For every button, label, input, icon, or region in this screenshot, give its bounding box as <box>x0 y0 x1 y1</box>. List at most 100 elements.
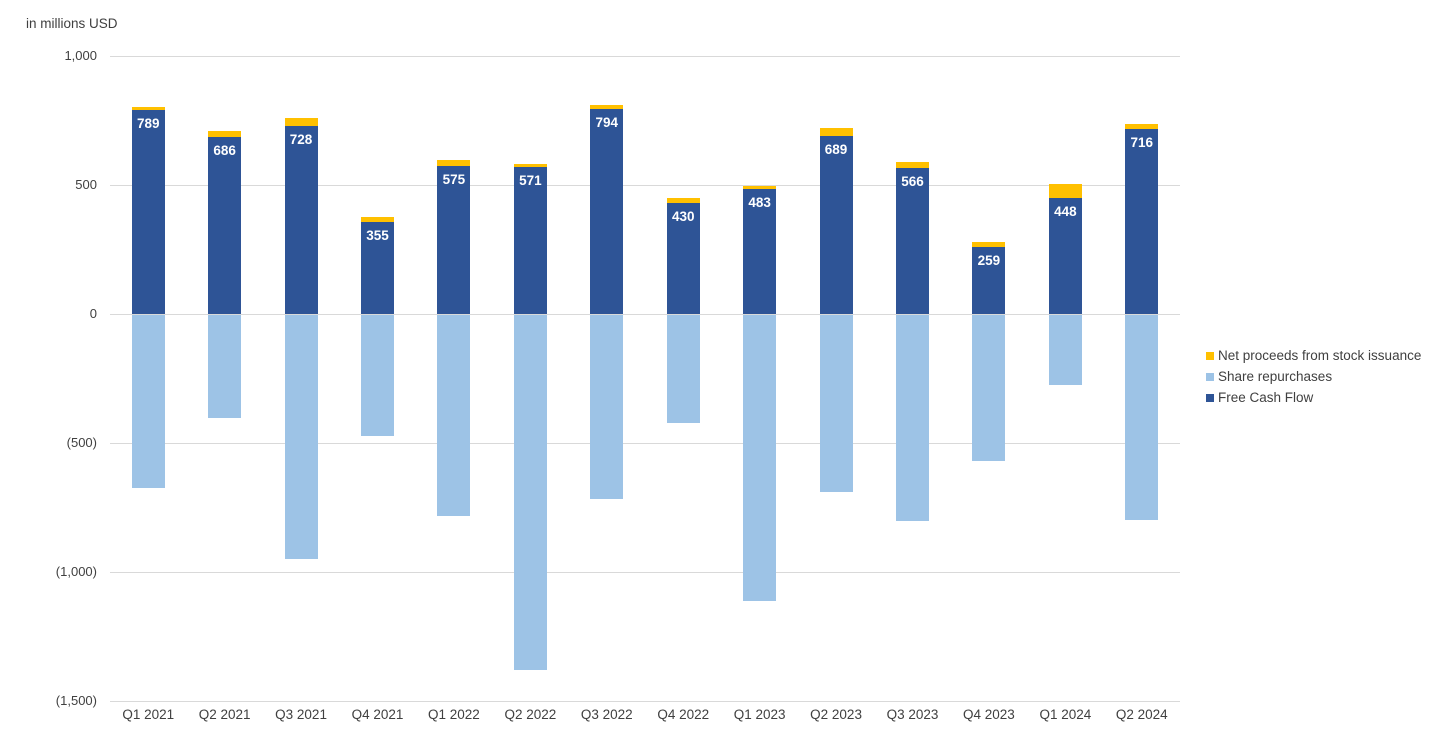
bar-share-repurchases <box>284 315 318 559</box>
bar-free-cash-flow: 571 <box>513 166 547 314</box>
bar-value-label: 430 <box>671 209 695 225</box>
x-axis-tick-label: Q1 2022 <box>428 707 480 722</box>
gridline--500 <box>110 443 1180 444</box>
legend-item-net-proceeds-from-stock-issuance: Net proceeds from stock issuance <box>1206 348 1421 363</box>
bar-net-proceeds-from-stock-issuance <box>972 242 1006 248</box>
bar-net-proceeds-from-stock-issuance <box>895 162 929 168</box>
bar-value-label: 575 <box>442 171 466 187</box>
x-axis-tick-label: Q2 2021 <box>198 707 251 722</box>
bar-share-repurchases <box>437 315 471 517</box>
bar-value-label: 483 <box>748 195 771 211</box>
x-axis-tick-label: Q1 2021 <box>122 707 175 722</box>
bar-share-repurchases <box>1048 315 1082 385</box>
legend-swatch-icon <box>1206 372 1214 381</box>
chart-column-q1-2021: 789 Q1 2021 <box>110 0 186 750</box>
bar-value-label: 716 <box>1130 135 1154 151</box>
chart-column-q2-2023: 689 Q2 2023 <box>798 0 874 750</box>
bar-free-cash-flow: 575 <box>437 165 471 314</box>
bar-value-label: 789 <box>136 116 160 132</box>
bar-net-proceeds-from-stock-issuance <box>513 163 547 167</box>
bar-free-cash-flow: 689 <box>819 136 853 314</box>
bar-net-proceeds-from-stock-issuance <box>284 118 318 127</box>
gridline-500 <box>110 185 1180 186</box>
bar-free-cash-flow: 355 <box>360 222 394 314</box>
bar-value-label: 689 <box>824 142 848 158</box>
legend: Net proceeds from stock issuance Share re… <box>1206 348 1421 411</box>
bar-share-repurchases <box>972 315 1006 461</box>
x-axis-tick-label: Q2 2024 <box>1115 707 1168 722</box>
bar-value-label: 571 <box>519 172 542 188</box>
chart-column-q1-2022: 575 Q1 2022 <box>416 0 492 750</box>
bar-value-label: 259 <box>977 253 1001 269</box>
y-axis-tick-label: 1,000 <box>64 48 97 63</box>
legend-label: Share repurchases <box>1218 369 1333 384</box>
bar-net-proceeds-from-stock-issuance <box>437 159 471 166</box>
y-axis-tick-label: (500) <box>66 435 97 450</box>
legend-item-free-cash-flow: Free Cash Flow <box>1206 390 1421 405</box>
y-axis-tick-label: 500 <box>75 177 97 192</box>
x-axis-tick-label: Q2 2023 <box>810 707 862 722</box>
bar-net-proceeds-from-stock-issuance <box>1048 184 1082 199</box>
bar-net-proceeds-from-stock-issuance <box>1125 123 1159 130</box>
bar-free-cash-flow: 794 <box>590 109 624 314</box>
x-axis-tick-label: Q2 2022 <box>504 707 557 722</box>
bar-share-repurchases <box>819 315 853 492</box>
bar-net-proceeds-from-stock-issuance <box>208 130 242 137</box>
bar-value-label: 355 <box>366 228 389 244</box>
x-axis-tick-label: Q4 2022 <box>657 707 710 722</box>
gridline--1000 <box>110 572 1180 573</box>
bar-free-cash-flow: 728 <box>284 126 318 314</box>
chart-column-q2-2021: 686 Q2 2021 <box>186 0 262 750</box>
legend-swatch-icon <box>1206 393 1214 402</box>
bar-free-cash-flow: 686 <box>208 137 242 314</box>
bar-share-repurchases <box>131 315 165 488</box>
legend-label: Free Cash Flow <box>1218 390 1314 405</box>
y-axis-tick-label: (1,000) <box>55 564 97 579</box>
gridline-1000 <box>110 56 1180 57</box>
bar-free-cash-flow: 716 <box>1125 129 1159 314</box>
bar-net-proceeds-from-stock-issuance <box>666 197 700 204</box>
bar-share-repurchases <box>1125 315 1159 521</box>
chart-column-q4-2022: 430 Q4 2022 <box>645 0 721 750</box>
bar-share-repurchases <box>513 315 547 670</box>
bar-share-repurchases <box>360 315 394 437</box>
x-axis-tick-label: Q1 2023 <box>733 707 786 722</box>
chart-column-q2-2024: 716 Q2 2024 <box>1104 0 1180 750</box>
gridline-0 <box>110 314 1180 315</box>
y-axis-tick-label: 0 <box>89 306 97 321</box>
bar-net-proceeds-from-stock-issuance <box>360 217 394 223</box>
bar-share-repurchases <box>666 315 700 424</box>
bar-net-proceeds-from-stock-issuance <box>743 185 777 190</box>
bar-value-label: 686 <box>213 143 236 158</box>
chart-column-q1-2024: 448 Q1 2024 <box>1027 0 1103 750</box>
bar-share-repurchases <box>208 315 242 419</box>
gridline--1500 <box>110 701 1180 702</box>
bar-value-label: 794 <box>595 115 619 131</box>
bar-free-cash-flow: 789 <box>131 110 165 314</box>
chart-column-q3-2021: 728 Q3 2021 <box>263 0 339 750</box>
bar-value-label: 566 <box>901 173 924 189</box>
bar-share-repurchases <box>590 315 624 500</box>
chart-column-q3-2022: 794 Q3 2022 <box>569 0 645 750</box>
chart-column-q4-2023: 259 Q4 2023 <box>951 0 1027 750</box>
x-axis-tick-label: Q3 2021 <box>275 707 327 722</box>
chart-column-q3-2023: 566 Q3 2023 <box>874 0 950 750</box>
y-axis-tick-label: (1,500) <box>55 693 97 708</box>
chart-column-q2-2022: 571 Q2 2022 <box>492 0 568 750</box>
bar-free-cash-flow: 259 <box>972 247 1006 314</box>
bar-share-repurchases <box>895 315 929 522</box>
bar-net-proceeds-from-stock-issuance <box>131 106 165 111</box>
bar-value-label: 448 <box>1054 204 1077 220</box>
bar-free-cash-flow: 430 <box>666 203 700 314</box>
chart-title: in millions USD <box>26 16 118 31</box>
bar-free-cash-flow: 483 <box>743 189 777 314</box>
legend-label: Net proceeds from stock issuance <box>1218 348 1422 363</box>
bar-net-proceeds-from-stock-issuance <box>819 128 853 137</box>
x-axis-tick-label: Q4 2021 <box>351 707 404 722</box>
chart-column-q4-2021: 355 Q4 2021 <box>339 0 415 750</box>
bar-value-label: 728 <box>289 132 313 148</box>
legend-swatch-icon <box>1206 351 1214 360</box>
x-axis-tick-label: Q3 2023 <box>886 707 939 722</box>
x-axis-tick-label: Q4 2023 <box>963 707 1015 722</box>
